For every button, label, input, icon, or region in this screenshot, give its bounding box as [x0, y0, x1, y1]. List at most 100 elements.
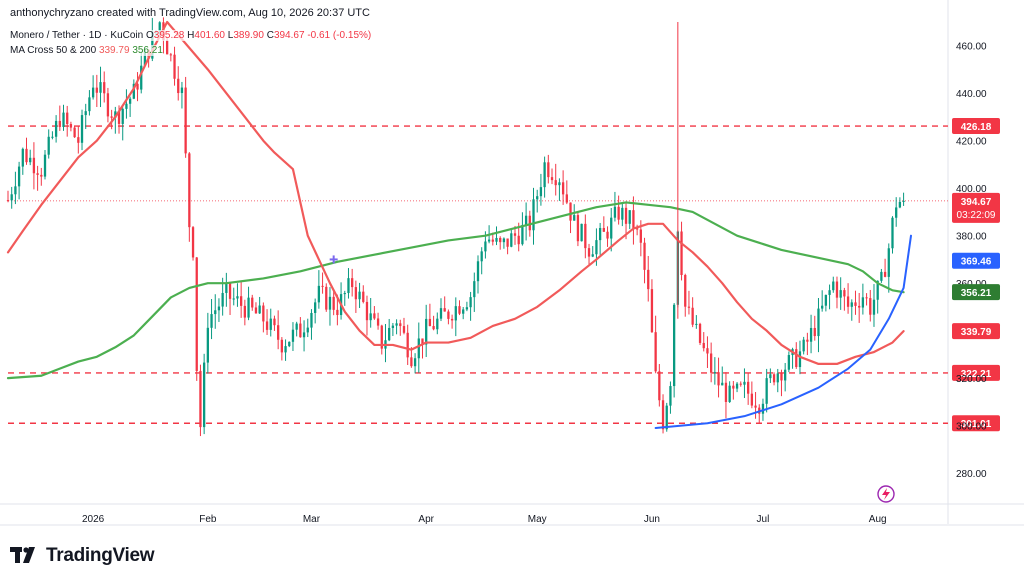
candle-body[interactable]	[465, 307, 469, 310]
candle-body[interactable]	[195, 257, 198, 371]
candle-body[interactable]	[580, 223, 583, 242]
candle-body[interactable]	[314, 302, 317, 313]
candle-body[interactable]	[254, 307, 258, 314]
candle-body[interactable]	[632, 210, 635, 229]
candle-body[interactable]	[121, 108, 124, 124]
candle-body[interactable]	[54, 120, 58, 137]
candle-body[interactable]	[136, 83, 139, 90]
candle-body[interactable]	[658, 371, 661, 401]
candle-body[interactable]	[432, 326, 435, 330]
candle-body[interactable]	[869, 298, 872, 315]
candle-body[interactable]	[502, 238, 506, 243]
candle-body[interactable]	[25, 148, 28, 163]
candle-body[interactable]	[817, 308, 820, 337]
candle-body[interactable]	[776, 373, 779, 383]
candle-body[interactable]	[895, 207, 898, 218]
candle-body[interactable]	[410, 357, 413, 367]
candle-body[interactable]	[221, 292, 224, 307]
candle-body[interactable]	[395, 323, 398, 326]
candle-body[interactable]	[143, 49, 147, 66]
candle-body[interactable]	[399, 323, 402, 327]
candle-body[interactable]	[835, 281, 839, 298]
candle-body[interactable]	[524, 215, 528, 225]
candle-body[interactable]	[291, 329, 295, 342]
candle-body[interactable]	[635, 228, 639, 230]
candle-body[interactable]	[417, 338, 420, 359]
candle-body[interactable]	[402, 326, 406, 333]
candle-body[interactable]	[880, 271, 883, 281]
candle-body[interactable]	[277, 325, 280, 340]
candle-body[interactable]	[299, 323, 302, 338]
candle-body[interactable]	[421, 338, 424, 345]
candle-body[interactable]	[798, 351, 802, 368]
candle-body[interactable]	[373, 313, 376, 319]
candle-body[interactable]	[558, 182, 561, 186]
candle-body[interactable]	[302, 332, 306, 338]
candle-body[interactable]	[240, 296, 243, 306]
candle-body[interactable]	[576, 215, 580, 242]
candle-body[interactable]	[225, 283, 228, 293]
candle-body[interactable]	[295, 323, 298, 330]
candle-body[interactable]	[547, 162, 550, 178]
candle-body[interactable]	[99, 82, 102, 93]
candle-body[interactable]	[473, 281, 476, 298]
candle-body[interactable]	[217, 306, 221, 311]
candle-body[interactable]	[454, 306, 457, 321]
candle-body[interactable]	[772, 374, 776, 383]
candle-body[interactable]	[191, 227, 195, 258]
candle-body[interactable]	[865, 297, 868, 299]
candle-body[interactable]	[262, 305, 265, 322]
candle-body[interactable]	[543, 162, 546, 188]
candle-body[interactable]	[40, 174, 43, 177]
candle-body[interactable]	[584, 223, 587, 249]
candle-body[interactable]	[780, 373, 783, 381]
candle-body[interactable]	[214, 310, 217, 315]
candle-body[interactable]	[643, 242, 646, 270]
candle-body[interactable]	[598, 227, 602, 241]
candle-body[interactable]	[672, 304, 676, 387]
candle-body[interactable]	[328, 296, 332, 310]
candle-body[interactable]	[380, 325, 383, 349]
candle-body[interactable]	[891, 217, 894, 249]
candle-body[interactable]	[365, 301, 369, 321]
candle-body[interactable]	[132, 83, 135, 99]
candle-body[interactable]	[284, 346, 287, 353]
candle-body[interactable]	[354, 287, 358, 300]
candle-body[interactable]	[480, 251, 483, 262]
candle-body[interactable]	[462, 309, 465, 314]
candle-body[interactable]	[702, 342, 705, 349]
candle-body[interactable]	[173, 54, 176, 79]
candle-body[interactable]	[243, 305, 246, 318]
candle-body[interactable]	[258, 305, 261, 314]
candle-body[interactable]	[843, 290, 846, 297]
candle-body[interactable]	[199, 370, 202, 428]
candle-body[interactable]	[769, 374, 772, 379]
candle-body[interactable]	[554, 180, 557, 186]
candle-body[interactable]	[269, 318, 272, 330]
candle-body[interactable]	[573, 215, 576, 221]
candle-body[interactable]	[761, 403, 765, 414]
candle-body[interactable]	[898, 201, 902, 208]
candle-body[interactable]	[536, 196, 539, 200]
candle-body[interactable]	[321, 285, 324, 287]
candle-body[interactable]	[43, 154, 47, 177]
chart-extras[interactable]	[329, 22, 895, 503]
candle-body[interactable]	[310, 312, 313, 328]
candle-body[interactable]	[413, 358, 417, 367]
candle-body[interactable]	[654, 332, 657, 372]
candle-body[interactable]	[376, 318, 380, 326]
candle-body[interactable]	[332, 296, 335, 310]
candle-body[interactable]	[724, 382, 728, 403]
candle-body[interactable]	[125, 103, 128, 109]
candle-body[interactable]	[902, 200, 905, 202]
candle-body[interactable]	[128, 98, 132, 104]
candle-body[interactable]	[388, 327, 391, 341]
candle-body[interactable]	[495, 237, 498, 242]
tradingview-logo[interactable]: TradingView	[10, 545, 155, 567]
candle-body[interactable]	[32, 157, 36, 174]
candle-body[interactable]	[106, 93, 110, 117]
candle-body[interactable]	[872, 299, 876, 315]
candle-body[interactable]	[687, 306, 691, 308]
candle-body[interactable]	[691, 307, 694, 325]
candle-body[interactable]	[358, 291, 361, 300]
